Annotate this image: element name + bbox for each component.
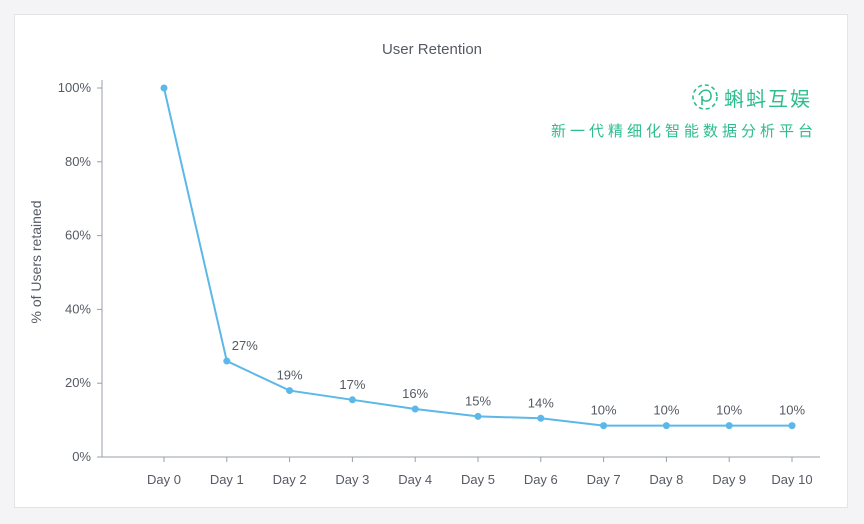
x-tick-label: Day 10 — [771, 472, 812, 487]
data-point[interactable] — [286, 387, 294, 395]
x-ticks: Day 0 Day 1 Day 2 Day 3 Day 4 Day 5 Day 6 Day 7… — [147, 457, 813, 487]
data-point[interactable] — [537, 414, 545, 422]
brand-name: 蝌蚪互娱 — [724, 88, 812, 111]
y-tick-label: 80% — [65, 154, 91, 169]
x-tick-label: Day 6 — [524, 472, 558, 487]
y-tick-label: 20% — [65, 375, 91, 390]
x-tick-label: Day 2 — [273, 472, 307, 487]
data-point[interactable] — [160, 84, 168, 92]
data-point[interactable] — [600, 422, 608, 430]
data-point[interactable] — [725, 422, 733, 430]
y-tick-label: 60% — [65, 228, 91, 243]
brand-slogan: 新一代精细化智能数据分析平台 — [551, 122, 817, 140]
chart-title: User Retention — [382, 41, 482, 58]
data-label: 14% — [528, 395, 554, 410]
data-label: 10% — [653, 403, 679, 418]
x-tick-label: Day 0 — [147, 472, 181, 487]
y-axis-label: % of Users retained — [28, 201, 44, 324]
x-tick-label: Day 4 — [398, 472, 432, 487]
watermark: 蝌蚪互娱 新一代精细化智能数据分析平台 — [551, 84, 817, 140]
data-label: 15% — [465, 393, 491, 408]
x-tick-label: Day 7 — [587, 472, 621, 487]
y-ticks: 0% 20% 40% 60% 80% 100% — [58, 80, 102, 464]
data-point[interactable] — [223, 357, 231, 365]
data-label: 17% — [339, 377, 365, 392]
data-label: 10% — [716, 403, 742, 418]
data-point[interactable] — [474, 412, 482, 420]
y-tick-label: 40% — [65, 301, 91, 316]
data-labels: 27% 19% 17% 16% 15% 14% 10% 10% 10% 10% — [232, 338, 806, 418]
data-point[interactable] — [348, 396, 356, 404]
y-tick-label: 0% — [72, 449, 91, 464]
data-label: 19% — [277, 368, 303, 383]
x-tick-label: Day 1 — [210, 472, 244, 487]
data-point[interactable] — [788, 422, 796, 430]
x-tick-label: Day 5 — [461, 472, 495, 487]
data-point[interactable] — [662, 422, 670, 430]
data-label: 10% — [591, 403, 617, 418]
x-tick-label: Day 9 — [712, 472, 746, 487]
x-tick-label: Day 3 — [335, 472, 369, 487]
x-tick-label: Day 8 — [649, 472, 683, 487]
data-points — [160, 84, 796, 430]
data-point[interactable] — [411, 405, 419, 413]
data-label: 10% — [779, 403, 805, 418]
y-tick-label: 100% — [58, 80, 92, 95]
brand-logo-icon — [692, 84, 718, 110]
data-label: 27% — [232, 338, 258, 353]
data-label: 16% — [402, 386, 428, 401]
